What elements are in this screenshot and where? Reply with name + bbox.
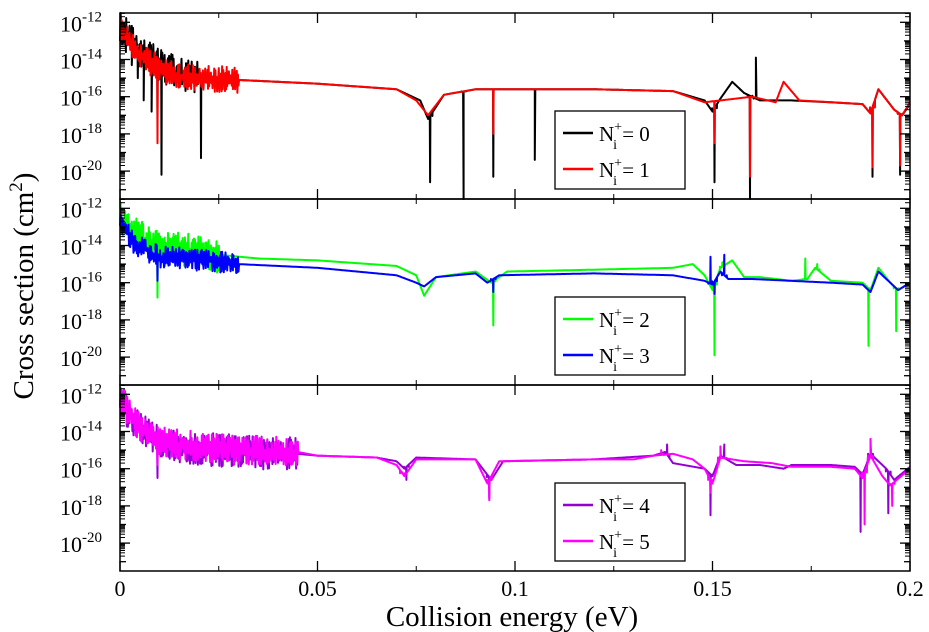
y-tick-label: 10-14 [60,233,102,260]
panel-frame-1 [119,12,911,200]
panel-frame-2 [119,198,911,386]
x-tick-label: 0.15 [693,576,732,601]
legend-label: N+ i = 5 [599,528,650,561]
y-tick-label: 10-20 [60,158,102,185]
y-tick-label: 10-20 [60,530,102,557]
y-tick-label: 10-20 [60,344,102,371]
panel-frame-3 [119,384,911,572]
y-tick-label: 10-16 [60,270,102,297]
x-tick-label: 0.1 [501,576,529,601]
legend-label: N+ i = 2 [599,306,650,339]
y-tick-label: 10-14 [60,419,102,446]
y-tick-label: 10-14 [60,47,102,74]
plot-area [119,12,911,533]
y-tick-label: 10-12 [60,9,102,36]
legend-label: N+ i = 0 [599,120,650,153]
legends: N+ i = 0N+ i = 1 N+ i = 2N+ i = 3 N+ i = 4N+ i =… [554,110,686,562]
y-tick-label: 10-16 [60,456,102,483]
series-line-panel3-2 [119,388,911,526]
y-tick-label: 10-18 [60,307,102,334]
legend-box-1 [554,110,686,190]
series-line-panel1-2 [119,19,911,178]
x-tick-label: 0 [115,576,126,601]
legend-label: N+ i = 4 [599,492,650,525]
series-line-panel2-2 [119,213,911,295]
legend-label: N+ i = 1 [599,156,650,189]
series-line-panel2-1 [119,201,911,357]
x-tick-label: 0.05 [298,576,337,601]
y-tick-label: 10-12 [60,195,102,222]
y-tick-label: 10-18 [60,121,102,148]
series-line-panel1-1 [119,12,911,200]
legend-box-2 [554,296,686,376]
y-axis-title: Cross section (cm2) [6,173,40,400]
y-tick-label: 10-18 [60,493,102,520]
x-axis-title: Collision energy (eV) [386,601,638,632]
y-tick-label: 10-16 [60,84,102,111]
x-tick-label: 0.2 [896,576,924,601]
y-tick-label: 10-12 [60,381,102,408]
plot-frames [119,12,911,572]
legend-box-3 [554,482,686,562]
axis-ticks: 10-12 10-14 10-16 10-18 10-20 10-12 10-14 10-16… [60,9,924,601]
legend-label: N+ i = 3 [599,342,650,375]
